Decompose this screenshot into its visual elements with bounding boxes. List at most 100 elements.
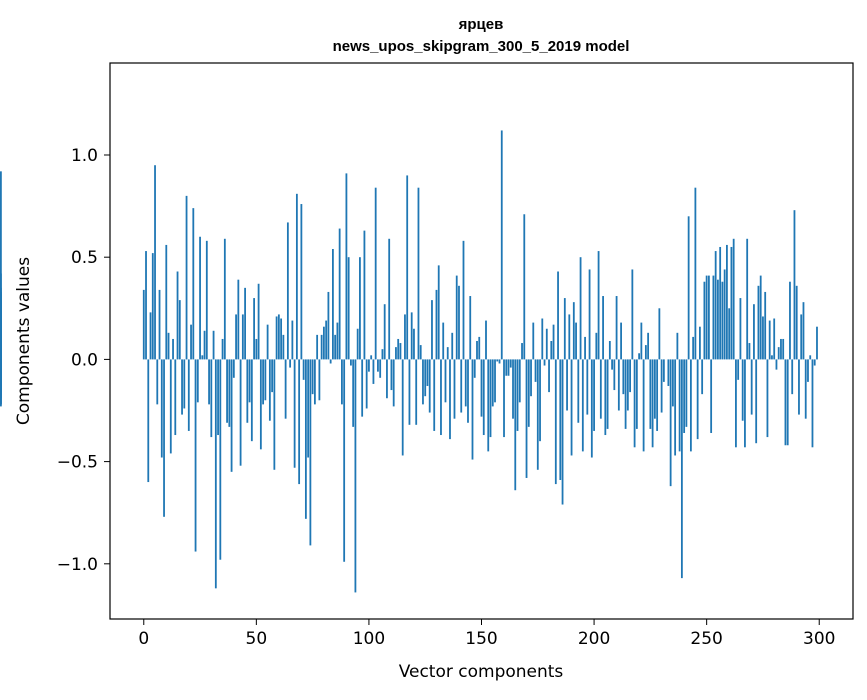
bar	[325, 321, 327, 360]
y-tick-label: 0.5	[71, 248, 98, 268]
bar	[517, 359, 519, 431]
bar	[785, 359, 787, 445]
bar	[762, 316, 764, 359]
bar	[440, 359, 442, 435]
bar	[483, 359, 485, 435]
bar	[546, 329, 548, 360]
bar	[186, 196, 188, 360]
bar	[237, 280, 239, 360]
bar	[667, 359, 669, 386]
bar	[622, 359, 624, 394]
bar	[436, 290, 438, 360]
bar	[147, 359, 149, 482]
bar	[798, 359, 800, 414]
bar	[557, 272, 559, 360]
bar	[625, 359, 627, 429]
bar	[778, 347, 780, 359]
x-tick-label: 300	[803, 629, 835, 649]
bar	[816, 327, 818, 360]
bar	[492, 359, 494, 406]
bar	[760, 276, 762, 360]
bar	[154, 165, 156, 359]
bar	[213, 331, 215, 360]
bar	[188, 359, 190, 431]
bar	[348, 257, 350, 359]
bar	[393, 359, 395, 406]
bar	[379, 359, 381, 377]
bar	[505, 359, 507, 375]
bar	[782, 339, 784, 359]
bar	[251, 359, 253, 441]
bar	[152, 253, 154, 359]
bar	[264, 359, 266, 400]
bar	[764, 292, 766, 359]
bar	[586, 359, 588, 414]
bar	[0, 359, 2, 404]
bar	[156, 359, 158, 404]
bar	[262, 359, 264, 404]
bar	[737, 359, 739, 379]
bar	[192, 208, 194, 359]
bar	[656, 359, 658, 431]
bar	[591, 359, 593, 457]
bar	[807, 359, 809, 381]
bar	[613, 359, 615, 390]
bar	[359, 257, 361, 359]
bar	[537, 359, 539, 469]
bar	[409, 359, 411, 424]
bar	[465, 359, 467, 406]
bar	[629, 359, 631, 392]
bar	[647, 333, 649, 360]
bar	[170, 359, 172, 453]
bar	[575, 323, 577, 360]
bar	[449, 359, 451, 439]
bar	[271, 359, 273, 392]
bar	[571, 359, 573, 455]
bar	[814, 359, 816, 365]
chart-subtitle: news_upos_skipgram_300_5_2019 model	[333, 38, 630, 55]
bar	[688, 216, 690, 359]
bar	[280, 319, 282, 360]
bar	[604, 359, 606, 435]
bar	[165, 245, 167, 359]
bar	[402, 359, 404, 455]
bar	[681, 359, 683, 578]
bar	[183, 359, 185, 408]
bar	[508, 359, 510, 375]
bar	[564, 298, 566, 359]
bar	[415, 359, 417, 424]
bar	[706, 276, 708, 360]
bar	[431, 300, 433, 359]
bar	[370, 355, 372, 359]
bar	[334, 335, 336, 360]
bar	[600, 359, 602, 418]
bar	[395, 347, 397, 359]
bar	[246, 359, 248, 422]
bar	[722, 282, 724, 360]
bar	[337, 323, 339, 360]
bar	[519, 359, 521, 402]
bar	[355, 359, 357, 592]
bar	[796, 286, 798, 360]
bar	[382, 349, 384, 359]
bar	[467, 359, 469, 422]
bar	[528, 359, 530, 426]
bar	[694, 188, 696, 360]
bar	[514, 359, 516, 490]
bar	[593, 359, 595, 431]
bar	[397, 339, 399, 359]
bar	[424, 359, 426, 396]
bar	[749, 343, 751, 359]
y-tick-label: −0.5	[57, 453, 98, 473]
bar	[776, 359, 778, 369]
bar	[800, 314, 802, 359]
bar	[172, 339, 174, 359]
bar	[318, 359, 320, 400]
bar	[285, 359, 287, 418]
bar	[150, 312, 152, 359]
bar	[566, 359, 568, 410]
bar	[411, 312, 413, 359]
x-tick-label: 200	[578, 629, 610, 649]
bar	[199, 237, 201, 360]
bar	[206, 241, 208, 360]
